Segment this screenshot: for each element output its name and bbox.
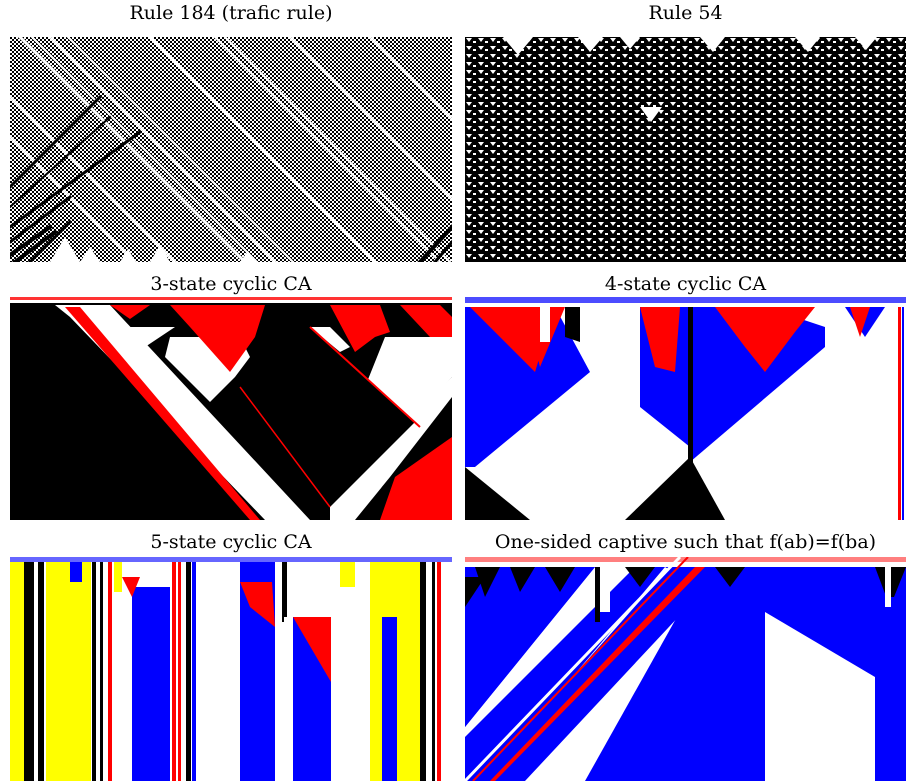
checkerboard-background [10,37,452,262]
initial-noise-band [10,297,452,303]
caption-captive: One-sided captive such that f(ab)=f(ba) [494,531,877,553]
black-columns [24,562,435,781]
spacetime-diagram-cyclic4 [465,297,906,520]
spacetime-diagram-rule54 [465,37,906,262]
red-domains [65,305,452,520]
black-diamond [240,327,415,507]
blue-domains [465,307,885,467]
panel-captive: One-sided captive such that f(ab)=f(ba) [465,520,906,781]
panel-cyclic3: 3-state cyclic CA [10,262,452,520]
spacetime-diagram-cyclic5 [10,557,452,781]
caption-cyclic5: 5-state cyclic CA [150,531,312,553]
white-diagonal-stripes [10,37,452,262]
white-gap-triangles [50,237,256,262]
spacetime-diagram-rule184 [10,37,452,262]
spacetime-diagram-cyclic3 [10,297,452,520]
black-domains [465,307,725,520]
rule54-texture [465,37,906,262]
blue-columns [70,562,397,781]
caption-rule184: Rule 184 (trafic rule) [129,2,333,24]
panel-cyclic4: 4-state cyclic CA [465,262,906,520]
yellow-columns [10,562,420,781]
caption-rule54: Rule 54 [648,2,723,24]
red-columns [108,562,441,781]
panel-cyclic5: 5-state cyclic CA [10,520,452,781]
white-columns [205,562,293,781]
white-triangles [503,37,877,122]
black-diagonal-stripes [10,94,452,262]
red-diagonal-stripe [490,567,705,781]
caption-cyclic3: 3-state cyclic CA [150,273,312,295]
caption-cyclic4: 4-state cyclic CA [604,273,767,295]
panel-rule184: Rule 184 (trafic rule) [10,0,452,262]
panel-rule54: Rule 54 [465,0,906,262]
spacetime-diagram-captive [465,557,906,781]
